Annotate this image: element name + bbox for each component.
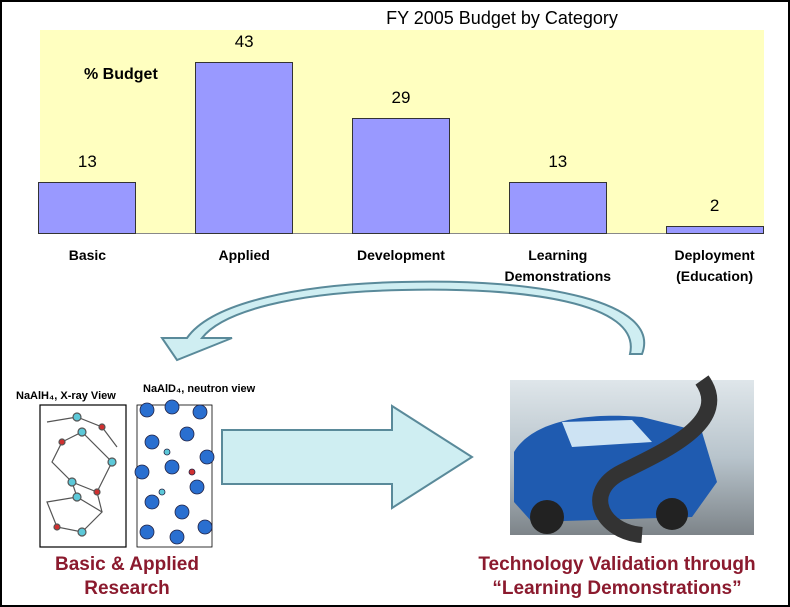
neutron-structure [135, 400, 214, 547]
x-tick-label: Basic [12, 245, 162, 266]
bar [352, 118, 450, 234]
bar [195, 62, 293, 234]
bar [38, 182, 136, 234]
xray-caption: NaAlH₄, X-ray View [16, 390, 116, 402]
value-label: 29 [351, 88, 451, 108]
slide: FY 2005 Budget by Category % Budget [0, 0, 790, 607]
x-tick-label: Applied [169, 245, 319, 266]
left-caption: Basic & Applied Research [22, 553, 232, 601]
curved-arrow [162, 282, 644, 360]
right-arrow [222, 406, 472, 508]
xray-structure [40, 405, 126, 547]
bar [509, 182, 607, 234]
value-label: 13 [37, 152, 137, 172]
x-tick-label: Learning Demonstrations [483, 245, 633, 287]
value-label: 2 [665, 196, 765, 216]
neutron-caption: NaAlD₄, neutron view [143, 383, 255, 395]
bar [666, 226, 764, 234]
value-label: 13 [508, 152, 608, 172]
x-tick-label: Deployment (Education) [640, 245, 790, 287]
car-photo [510, 380, 754, 535]
right-caption: Technology Validation through “Learning … [452, 553, 782, 601]
x-tick-label: Development [326, 245, 476, 266]
value-label: 43 [194, 32, 294, 52]
